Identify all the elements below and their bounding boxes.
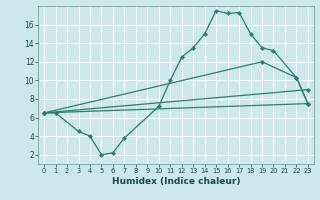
X-axis label: Humidex (Indice chaleur): Humidex (Indice chaleur)	[112, 177, 240, 186]
